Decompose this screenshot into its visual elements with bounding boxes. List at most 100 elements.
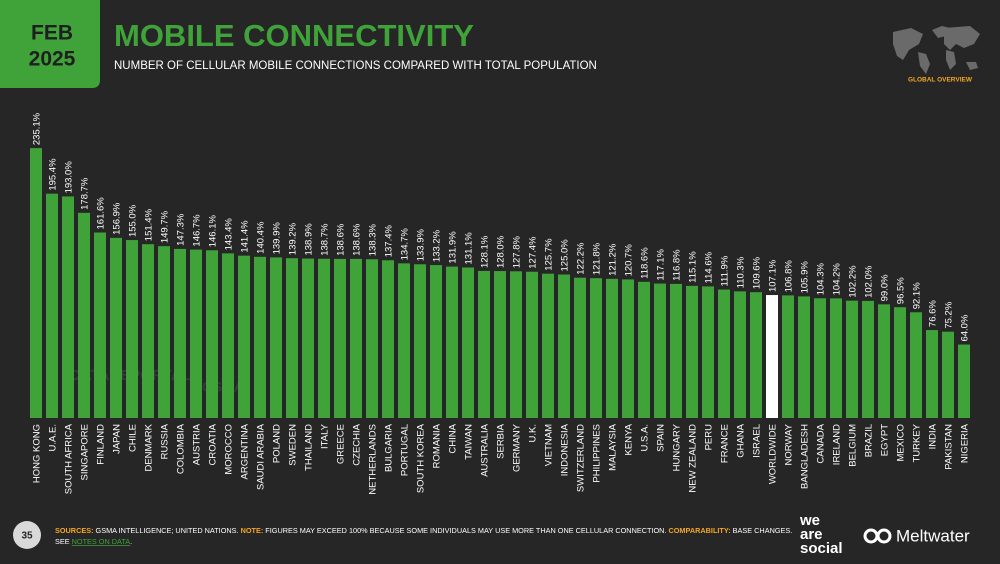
value-label: 102.2%	[848, 265, 859, 298]
category-label: MEXICO	[896, 424, 907, 461]
page-circle	[13, 521, 41, 549]
bar	[526, 271, 538, 418]
category-label: SOUTH KOREA	[416, 423, 427, 493]
value-label: 111.9%	[720, 255, 731, 286]
category-label: EGYPT	[880, 424, 891, 456]
bar	[366, 259, 378, 418]
bar	[446, 266, 458, 418]
bar	[766, 295, 778, 418]
category-label: RUSSIA	[160, 423, 171, 459]
value-label: 137.4%	[384, 224, 395, 257]
value-label: 117.1%	[656, 249, 667, 281]
category-label: TURKEY	[912, 423, 923, 462]
value-label: 115.1%	[688, 251, 699, 283]
category-label: COLOMBIA	[176, 423, 187, 474]
category-label: U.K.	[528, 424, 539, 442]
value-label: 99.0%	[880, 274, 891, 301]
date-year: 2025	[29, 48, 76, 71]
category-label: GERMANY	[512, 423, 523, 472]
bar	[478, 270, 490, 418]
value-label: 109.6%	[752, 256, 763, 289]
category-label: BRAZIL	[864, 424, 875, 457]
value-label: 146.1%	[208, 215, 219, 248]
bar	[414, 264, 426, 418]
category-label: SAUDI ARABIA	[256, 423, 267, 490]
value-label: 105.9%	[800, 261, 811, 294]
category-label: GREECE	[336, 424, 347, 464]
category-label: HUNGARY	[672, 423, 683, 471]
category-label: SOUTH AFRICA	[64, 423, 75, 494]
value-label: 141.4%	[240, 220, 251, 253]
category-label: CANADA	[816, 423, 827, 463]
category-label: ROMANIA	[432, 423, 443, 468]
category-label: SWEDEN	[288, 424, 299, 466]
bar	[606, 278, 618, 418]
category-label: PHILIPPINES	[592, 424, 603, 483]
bar	[398, 263, 410, 418]
value-label: 178.7%	[80, 177, 91, 210]
value-label: 76.6%	[928, 300, 939, 327]
value-label: 140.4%	[256, 221, 267, 254]
bar-chart: 235.1% HONG KONG 195.4% U.A.E. 193.0% SOUTH A…	[30, 112, 971, 495]
value-label: 114.6%	[704, 251, 715, 283]
bar	[734, 291, 746, 418]
see: SEE	[55, 537, 72, 546]
bar	[846, 300, 858, 418]
category-label: PERU	[704, 424, 715, 451]
subtitle: NUMBER OF CELLULAR MOBILE CONNECTIONS CO…	[114, 60, 597, 72]
bar	[638, 281, 650, 418]
category-label: NETHERLANDS	[368, 424, 379, 495]
category-label: ISRAEL	[752, 424, 763, 458]
bar	[958, 344, 970, 418]
value-label: 128.0%	[496, 235, 507, 268]
bar	[78, 212, 90, 418]
value-label: 134.7%	[400, 228, 411, 261]
bar	[430, 265, 442, 418]
category-label: U.S.A.	[640, 424, 651, 451]
badge: GLOBAL OVERVIEW	[908, 77, 973, 84]
notes-link[interactable]: NOTES ON DATA	[72, 537, 131, 546]
value-label: 104.2%	[832, 263, 843, 296]
note: FIGURES MAY EXCEED 100% BECAUSE SOME IND…	[263, 526, 668, 535]
sources-text: SOURCES: GSMA INTELLIGENCE; UNITED NATIO…	[55, 526, 792, 535]
bar	[382, 260, 394, 418]
bar	[126, 240, 138, 418]
value-label: 143.4%	[224, 218, 235, 251]
value-label: 127.4%	[528, 236, 539, 269]
value-label: 118.6%	[640, 247, 651, 279]
bar	[894, 307, 906, 418]
bar	[270, 257, 282, 418]
bar	[814, 298, 826, 418]
value-label: 122.2%	[576, 242, 587, 275]
category-label: NIGERIA	[960, 423, 971, 463]
category-label: CHINA	[448, 423, 459, 453]
category-label: KENYA	[624, 423, 635, 455]
logo-are: are	[800, 526, 823, 543]
logo-social: social	[800, 540, 843, 557]
value-label: 235.1%	[32, 112, 43, 145]
category-label: SERBIA	[496, 423, 507, 459]
page-number: 35	[21, 531, 33, 542]
category-label: NORWAY	[784, 423, 795, 465]
bar	[286, 258, 298, 418]
value-label: 106.8%	[784, 260, 795, 293]
bar	[334, 258, 346, 418]
bar	[94, 232, 106, 418]
date-box	[0, 0, 100, 88]
value-label: 133.9%	[416, 229, 427, 262]
bar	[62, 196, 74, 418]
bar	[542, 273, 554, 418]
value-label: 96.5%	[896, 277, 907, 304]
category-label: NEW ZEALAND	[688, 424, 699, 493]
category-label: PAKISTAN	[944, 424, 955, 470]
value-label: 138.9%	[304, 223, 315, 256]
note-label: NOTE:	[241, 526, 264, 535]
value-label: 138.7%	[320, 223, 331, 256]
value-label: 146.7%	[192, 214, 203, 247]
bar	[222, 253, 234, 418]
category-label: CROATIA	[208, 423, 219, 465]
bar	[878, 304, 890, 418]
bar	[174, 248, 186, 418]
value-label: 120.7%	[624, 244, 635, 277]
category-label: FINLAND	[96, 424, 107, 465]
